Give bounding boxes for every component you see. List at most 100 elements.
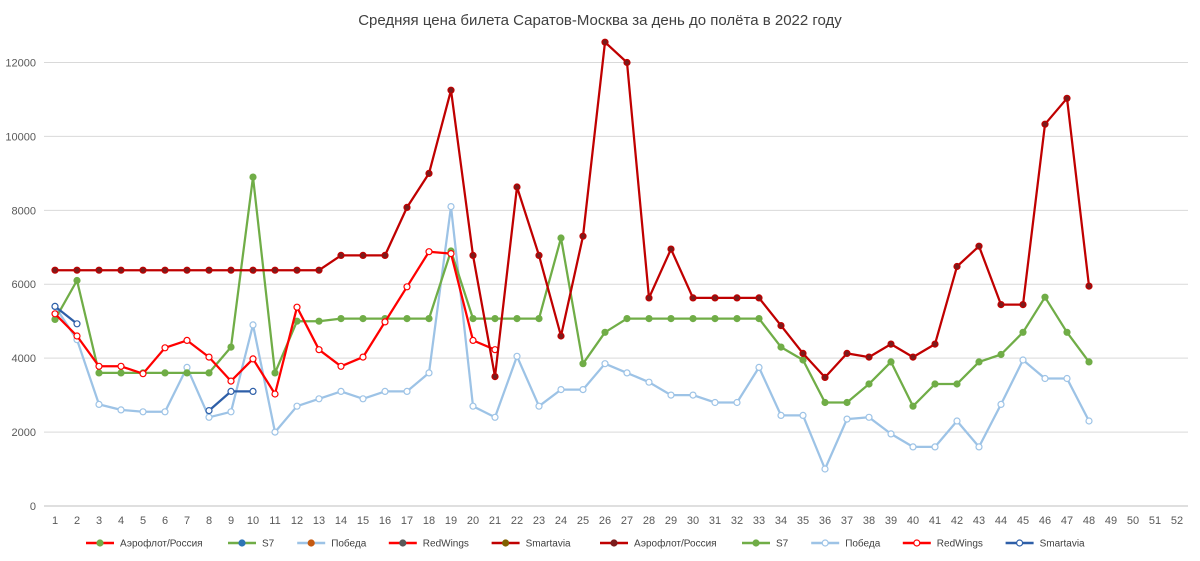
- x-tick-label: 48: [1083, 515, 1095, 527]
- data-point: [139, 408, 147, 416]
- data-point: [315, 395, 323, 403]
- data-point: [667, 315, 675, 323]
- data-point: [953, 262, 961, 271]
- data-point: [1019, 356, 1027, 364]
- data-point: [975, 242, 983, 250]
- x-tick-label: 39: [885, 515, 897, 527]
- series-smartavia: [51, 302, 257, 415]
- data-point: [315, 266, 323, 274]
- x-tick-label: 28: [643, 515, 655, 527]
- legend-item: Smartavia: [1005, 539, 1085, 550]
- data-point: [777, 411, 785, 419]
- data-point: [1041, 120, 1049, 128]
- data-point: [843, 415, 851, 423]
- data-point: [425, 315, 433, 323]
- data-point: [51, 266, 59, 274]
- data-point: [799, 356, 807, 364]
- series-redwings: [51, 248, 499, 398]
- data-point: [931, 443, 939, 451]
- data-point: [161, 408, 169, 416]
- data-point: [293, 402, 301, 410]
- x-tick-label: 31: [709, 515, 721, 527]
- legend-label: Аэрофлот/Россия: [634, 538, 717, 550]
- data-point: [381, 387, 389, 395]
- series-line: [54, 175, 1090, 408]
- data-point: [425, 369, 433, 377]
- data-point: [1019, 328, 1027, 336]
- x-tick-label: 9: [228, 515, 234, 527]
- data-point: [975, 358, 983, 366]
- data-point: [755, 363, 763, 371]
- data-point: [249, 266, 257, 274]
- data-point: [887, 358, 895, 366]
- y-axis-tick-labels: 0 2000 4000 6000 8000 10000 12000: [5, 57, 36, 513]
- data-point: [491, 413, 499, 421]
- data-point: [425, 248, 433, 256]
- x-tick-label: 14: [335, 515, 347, 527]
- data-point: [997, 301, 1005, 309]
- data-point: [1063, 374, 1071, 383]
- data-point: [117, 362, 125, 370]
- data-point: [667, 391, 675, 399]
- data-point: [953, 417, 961, 425]
- data-point: [139, 266, 147, 274]
- x-tick-label: 24: [555, 515, 567, 527]
- legend-swatch-marker: [238, 539, 246, 547]
- legend-item: RedWings: [902, 539, 983, 550]
- legend-swatch-marker: [913, 539, 921, 547]
- data-point: [689, 391, 697, 399]
- data-point: [249, 173, 257, 181]
- legend-label: Smartavia: [1040, 539, 1085, 550]
- x-tick-label: 21: [489, 515, 501, 527]
- data-point: [249, 387, 257, 395]
- data-point: [227, 408, 235, 416]
- data-point: [381, 318, 389, 326]
- data-point: [689, 315, 697, 323]
- y-tick-label: 12000: [5, 57, 36, 69]
- x-tick-label: 10: [247, 515, 259, 527]
- data-point: [755, 294, 763, 302]
- x-tick-label: 22: [511, 515, 523, 527]
- chart-title: Средняя цена билета Саратов-Москва за де…: [358, 12, 842, 29]
- data-point: [161, 344, 169, 352]
- data-point: [271, 266, 279, 274]
- legend-swatch-marker: [502, 539, 510, 547]
- x-tick-label: 42: [951, 515, 963, 527]
- data-point: [711, 315, 719, 323]
- x-tick-label: 29: [665, 515, 677, 527]
- x-tick-label: 7: [184, 515, 190, 527]
- x-tick-label: 12: [291, 515, 303, 527]
- data-point: [469, 402, 477, 410]
- x-tick-label: 43: [973, 515, 985, 527]
- legend-swatch-marker: [752, 539, 760, 547]
- x-tick-label: 45: [1017, 515, 1029, 527]
- data-point: [271, 428, 279, 436]
- x-tick-label: 18: [423, 515, 435, 527]
- legend-swatch-marker: [96, 539, 104, 547]
- data-point: [997, 400, 1005, 408]
- data-point: [293, 303, 301, 311]
- data-point: [623, 58, 631, 67]
- x-tick-label: 32: [731, 515, 743, 527]
- x-tick-label: 36: [819, 515, 831, 527]
- data-point: [51, 302, 59, 310]
- data-point: [403, 283, 411, 291]
- data-point: [447, 86, 455, 94]
- grid-lines: [44, 61, 1188, 507]
- y-tick-label: 4000: [12, 353, 36, 365]
- legend-item: Аэрофлот/Россия: [600, 538, 717, 550]
- y-tick-label: 2000: [12, 427, 36, 439]
- data-point: [887, 340, 895, 348]
- data-point: [161, 369, 169, 377]
- legend-swatch-marker: [307, 539, 315, 547]
- x-tick-label: 2: [74, 515, 80, 527]
- legend: Аэрофлот/Россия S7 Победа RedWings Smartavia…: [86, 538, 1085, 550]
- data-point: [821, 373, 829, 381]
- x-axis-tick-labels: 1 2 3 4 5 6 7 8 9 10 11 12 13 14 15 16 17 18 19 20 21 22 23 24 2…: [52, 515, 1183, 527]
- data-point: [359, 315, 367, 323]
- data-point: [1085, 282, 1093, 290]
- x-tick-label: 13: [313, 515, 325, 527]
- data-point: [931, 340, 939, 348]
- x-tick-label: 52: [1171, 515, 1183, 527]
- legend-label: Аэрофлот/Россия: [120, 538, 203, 550]
